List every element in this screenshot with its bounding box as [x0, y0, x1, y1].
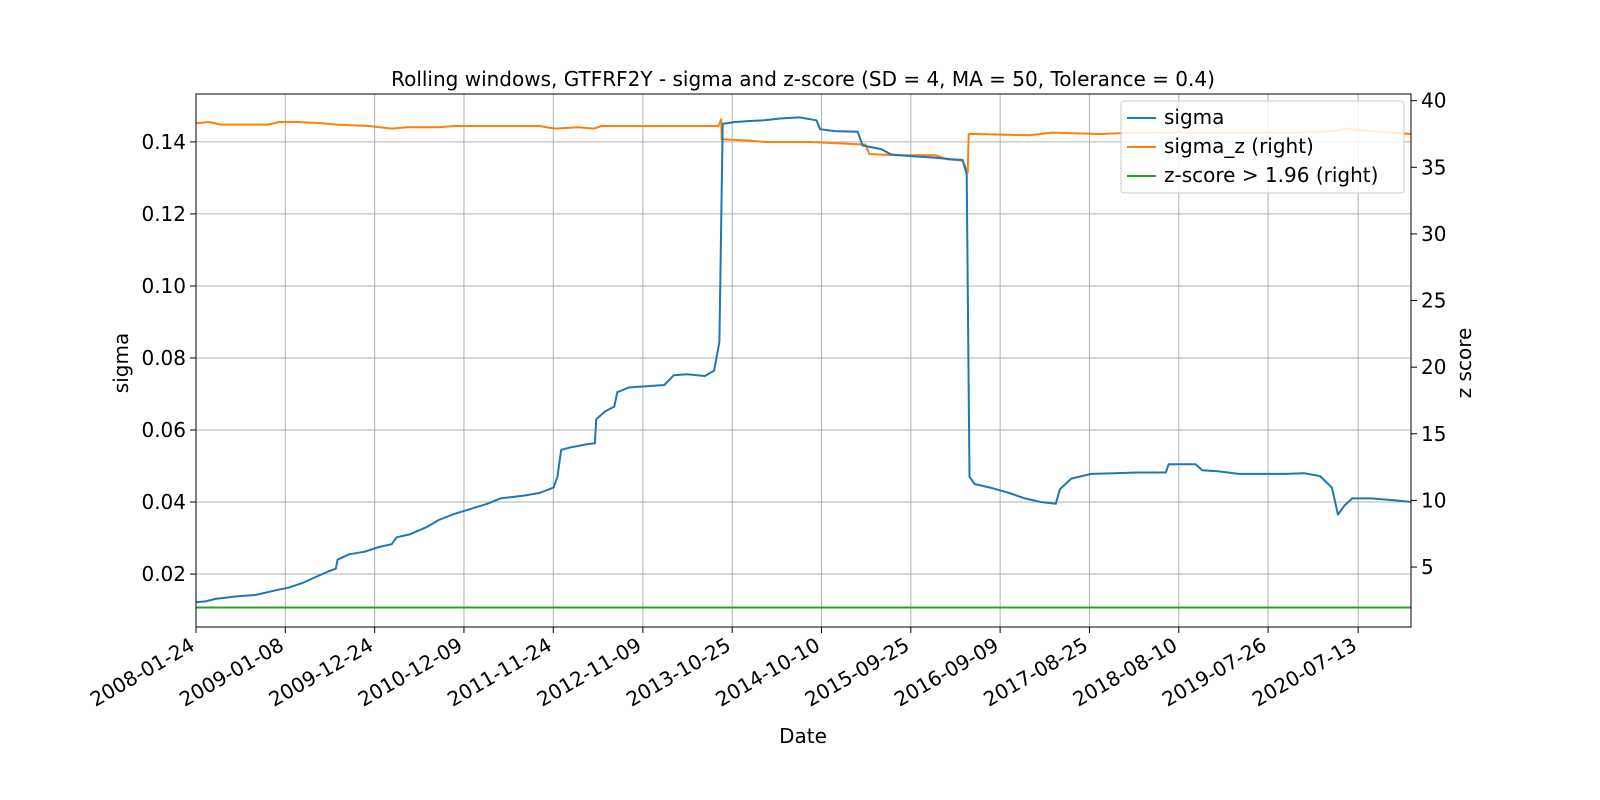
y-right-tick-label: 15	[1421, 422, 1446, 446]
legend-label-sigma-z: sigma_z (right)	[1164, 134, 1314, 158]
gridlines	[195, 94, 1411, 627]
chart-title: Rolling windows, GTFRF2Y - sigma and z-s…	[391, 67, 1215, 91]
x-axis-title: Date	[779, 724, 827, 748]
y-right-tick-label: 5	[1421, 555, 1434, 579]
y-right-tick-label: 25	[1421, 289, 1446, 313]
y-left-tick-label: 0.04	[141, 490, 186, 514]
y-left-tick-label: 0.12	[141, 202, 186, 226]
y-left-tick-label: 0.14	[141, 130, 186, 154]
y-left-axis-ticks: 0.02 0.04 0.06 0.08 0.10 0.12 0.14	[141, 130, 196, 586]
y-right-tick-label: 30	[1421, 222, 1446, 246]
y-left-axis-title: sigma	[109, 333, 133, 393]
y-right-tick-label: 35	[1421, 155, 1446, 179]
legend: sigma sigma_z (right) z-score > 1.96 (ri…	[1120, 100, 1405, 194]
y-left-tick-label: 0.08	[141, 346, 186, 370]
series-line-sigma	[195, 116, 1412, 604]
y-left-tick-label: 0.10	[141, 274, 186, 298]
y-left-tick-label: 0.06	[141, 418, 186, 442]
y-right-axis-ticks: 5 10 15 20 25 30 35 40	[1411, 89, 1446, 579]
y-right-tick-label: 20	[1421, 355, 1446, 379]
plot-frame	[195, 93, 1412, 628]
series-lines	[195, 116, 1412, 609]
y-right-tick-label: 40	[1421, 89, 1446, 113]
y-right-axis-title: z score	[1452, 328, 1476, 399]
y-left-tick-label: 0.02	[141, 562, 186, 586]
y-right-tick-label: 10	[1421, 488, 1446, 512]
legend-label-sigma: sigma	[1164, 105, 1224, 129]
legend-box	[1120, 100, 1405, 194]
legend-label-threshold: z-score > 1.96 (right)	[1164, 163, 1378, 187]
